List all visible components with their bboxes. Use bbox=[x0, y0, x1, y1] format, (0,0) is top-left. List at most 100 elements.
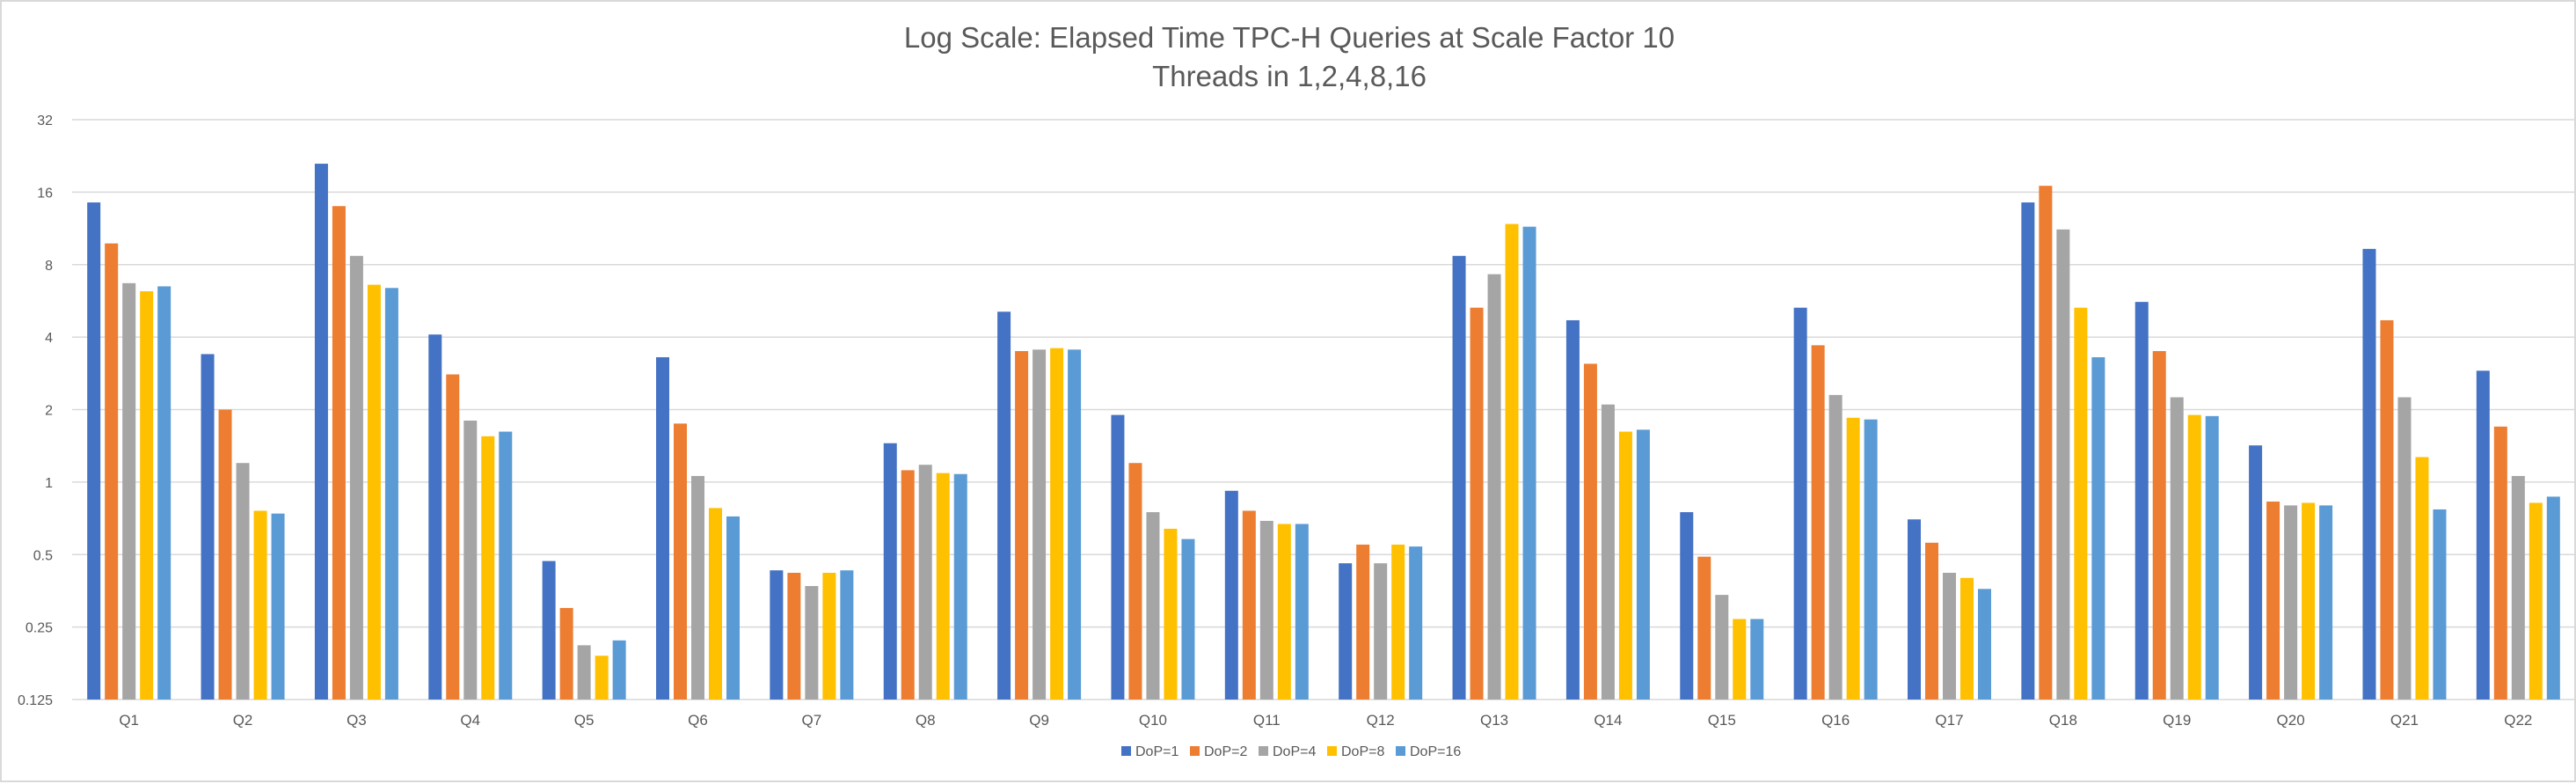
bar bbox=[1409, 546, 1423, 700]
bar bbox=[2284, 505, 2298, 700]
legend-swatch bbox=[1396, 746, 1405, 756]
bar bbox=[1181, 539, 1195, 700]
bar bbox=[656, 356, 669, 700]
x-category-label: Q4 bbox=[460, 712, 480, 729]
bar bbox=[2152, 350, 2166, 700]
bar bbox=[2074, 307, 2088, 700]
bar bbox=[1259, 520, 1273, 700]
bar bbox=[2302, 502, 2316, 700]
bar bbox=[1128, 463, 1142, 700]
bar bbox=[2415, 457, 2429, 700]
bar bbox=[122, 282, 136, 700]
bar bbox=[2493, 426, 2507, 700]
bar bbox=[1391, 544, 1405, 700]
legend-label: DoP=16 bbox=[1410, 744, 1461, 759]
chart-subtitle: Threads in 1,2,4,8,16 bbox=[1152, 60, 1427, 92]
bar bbox=[384, 288, 398, 700]
bar bbox=[918, 465, 932, 700]
bar bbox=[2266, 502, 2280, 700]
bar bbox=[1224, 490, 1238, 700]
bar bbox=[822, 572, 836, 700]
bar bbox=[1750, 619, 1764, 700]
x-category-label: Q8 bbox=[916, 712, 936, 729]
bar bbox=[2397, 397, 2412, 700]
bar bbox=[1146, 512, 1160, 700]
bar bbox=[1452, 255, 1466, 700]
bar bbox=[1339, 563, 1353, 700]
bar bbox=[87, 202, 101, 700]
bar bbox=[332, 206, 346, 700]
bar bbox=[201, 354, 215, 700]
bar bbox=[1487, 274, 1501, 700]
bar bbox=[236, 463, 250, 700]
bar bbox=[559, 607, 573, 700]
x-category-label: Q17 bbox=[1935, 712, 1963, 729]
bar bbox=[499, 431, 513, 700]
bar bbox=[1636, 429, 1650, 700]
bar bbox=[1601, 404, 1615, 700]
bar bbox=[2362, 248, 2376, 700]
x-category-label: Q13 bbox=[1480, 712, 1508, 729]
legend-swatch bbox=[1327, 746, 1337, 756]
bar bbox=[481, 436, 495, 700]
x-category-label: Q9 bbox=[1029, 712, 1049, 729]
bar bbox=[314, 164, 328, 700]
bars bbox=[87, 164, 2560, 700]
bar bbox=[1565, 319, 1580, 700]
bar bbox=[218, 409, 232, 700]
legend-swatch bbox=[1121, 746, 1131, 756]
bar bbox=[1793, 307, 1807, 700]
bar bbox=[1374, 563, 1388, 700]
x-axis-categories: Q1 Q2 Q3 Q4 Q5 Q6 Q7 Q8 Q9 Q10 Q11 Q12 Q13 Q14 Q15 Q16 Q… bbox=[119, 712, 2532, 729]
bar bbox=[997, 311, 1011, 700]
y-tick-label: 2 bbox=[45, 404, 53, 419]
x-category-label: Q7 bbox=[802, 712, 822, 729]
bar bbox=[805, 586, 819, 700]
bar bbox=[140, 291, 154, 700]
bar bbox=[726, 516, 740, 700]
legend-swatch bbox=[1190, 746, 1200, 756]
x-category-label: Q3 bbox=[347, 712, 367, 729]
bar bbox=[2170, 397, 2184, 700]
x-category-label: Q2 bbox=[233, 712, 253, 729]
bar bbox=[105, 243, 119, 700]
x-category-label: Q20 bbox=[2277, 712, 2305, 729]
x-category-label: Q18 bbox=[2049, 712, 2077, 729]
legend: DoP=1 DoP=2 DoP=4 DoP=8 DoP=16 bbox=[1121, 744, 1461, 759]
x-category-label: Q1 bbox=[119, 712, 139, 729]
bar bbox=[612, 640, 626, 700]
y-tick-label: 8 bbox=[45, 259, 53, 274]
bar bbox=[2187, 414, 2201, 700]
bar bbox=[1033, 349, 1047, 700]
chart-title: Log Scale: Elapsed Time TPC-H Queries at… bbox=[904, 21, 1675, 54]
bar bbox=[883, 443, 897, 700]
bar bbox=[1680, 512, 1694, 700]
bar bbox=[1715, 595, 1729, 700]
bar bbox=[1015, 350, 1029, 700]
bar bbox=[691, 475, 704, 700]
bar bbox=[2249, 445, 2263, 700]
bar bbox=[2135, 302, 2149, 700]
y-tick-label: 16 bbox=[37, 186, 53, 201]
bar bbox=[1068, 349, 1082, 700]
bar bbox=[1618, 431, 1632, 700]
bar bbox=[2380, 319, 2394, 700]
bar bbox=[2205, 415, 2219, 700]
y-tick-label: 0.125 bbox=[18, 693, 53, 708]
bar bbox=[2529, 502, 2543, 700]
bar bbox=[936, 473, 950, 700]
x-category-label: Q11 bbox=[1253, 712, 1281, 729]
bar bbox=[1470, 307, 1484, 700]
bar bbox=[1277, 524, 1291, 700]
y-tick-label: 1 bbox=[45, 476, 53, 491]
bar bbox=[1908, 519, 1921, 700]
bar bbox=[1050, 348, 1064, 700]
y-tick-label: 0.25 bbox=[26, 621, 53, 636]
legend-label: DoP=8 bbox=[1341, 744, 1384, 759]
bar bbox=[2021, 202, 2035, 700]
bar bbox=[1960, 577, 1974, 700]
bar bbox=[367, 284, 381, 700]
y-tick-label: 0.5 bbox=[33, 548, 53, 563]
legend-label: DoP=1 bbox=[1135, 744, 1179, 759]
bar bbox=[1811, 345, 1825, 700]
